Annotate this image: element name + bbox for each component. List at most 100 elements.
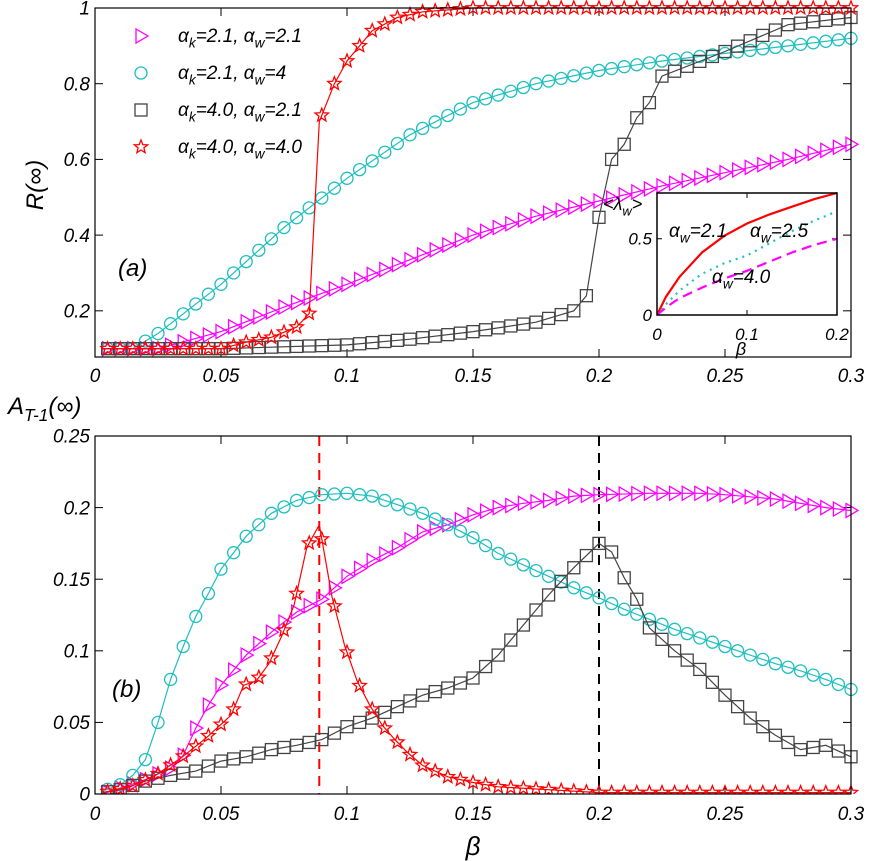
data-point: [442, 236, 457, 254]
series-line: [102, 523, 851, 794]
data-point: [819, 34, 833, 48]
data-point: [253, 308, 268, 326]
data-point: [820, 142, 835, 159]
plot-area: [657, 191, 838, 315]
series: [657, 210, 838, 315]
series: [100, 486, 858, 794]
series: [657, 237, 838, 315]
data-point: [466, 531, 480, 545]
data-point: [793, 664, 808, 678]
data-point: [327, 181, 342, 195]
data-point: [162, 756, 179, 773]
data-point: [719, 164, 734, 181]
data-point: [174, 747, 192, 764]
data-point: [817, 0, 835, 16]
data-point: [565, 782, 583, 794]
data-point: [807, 497, 822, 514]
inset-x-axis-label: β: [735, 339, 746, 359]
text-part: R(∞): [22, 160, 49, 210]
data-point: [806, 36, 820, 50]
data-point: [514, 0, 532, 16]
data-point: [615, 0, 633, 16]
data-point: [552, 0, 570, 16]
data-point: [300, 534, 318, 551]
data-point: [404, 531, 419, 548]
data-point: [502, 0, 520, 16]
data-point: [653, 783, 671, 794]
data-point: [845, 502, 859, 519]
data-point: [479, 503, 494, 520]
data-point: [604, 545, 619, 559]
data-point: [492, 219, 507, 236]
series-line: [657, 191, 838, 315]
data-point: [540, 780, 558, 794]
text-part: 0.6: [64, 150, 91, 171]
data-point: [353, 271, 368, 288]
data-point: [401, 745, 419, 762]
data-point: [253, 635, 268, 652]
x-tick-label: 0.2: [586, 366, 613, 387]
data-point: [703, 0, 721, 16]
data-point: [226, 266, 241, 280]
data-point: [568, 488, 583, 505]
series: [100, 536, 858, 794]
data-point: [491, 546, 505, 561]
data-point: [580, 195, 595, 213]
data-point: [666, 783, 683, 794]
data-point: [325, 74, 343, 91]
data-point: [390, 136, 405, 151]
data-point: [542, 205, 557, 222]
data-point: [250, 668, 268, 685]
data-point: [631, 183, 646, 201]
axes-box: [94, 435, 852, 795]
data-point: [390, 498, 405, 512]
data-point: [779, 0, 797, 16]
data-point: [237, 675, 255, 692]
data-point: [555, 202, 570, 219]
subscript: w: [761, 231, 772, 246]
data-point: [379, 261, 394, 278]
data-point: [416, 523, 431, 541]
data-point: [138, 334, 153, 348]
data-point: [781, 39, 795, 53]
data-point: [831, 33, 846, 47]
inset-annotation: αw​=4.0: [712, 267, 771, 292]
data-point: [454, 231, 469, 249]
data-point: [718, 639, 732, 654]
data-point: [99, 782, 116, 794]
data-point: [415, 121, 430, 136]
subscript: k: [189, 73, 197, 88]
data-point: [300, 304, 318, 321]
data-point: [138, 752, 153, 767]
subscript: k: [189, 147, 197, 162]
x-tick-label: 0.2: [586, 804, 613, 825]
x-tick-label: 0: [90, 804, 101, 825]
data-point: [516, 558, 531, 572]
text-part: =2.5: [771, 221, 809, 242]
data-point: [378, 145, 392, 159]
data-point: [754, 783, 772, 794]
data-point: [767, 783, 784, 794]
text-part: 0.1: [64, 641, 90, 662]
data-point: [200, 727, 217, 743]
data-point: [730, 644, 745, 658]
data-point: [766, 0, 784, 16]
data-point: [781, 735, 795, 750]
data-point: [263, 649, 280, 666]
data-point: [706, 485, 721, 503]
data-point: [604, 596, 619, 611]
data-point: [240, 313, 255, 330]
data-point: [227, 318, 242, 335]
data-point: [415, 506, 430, 520]
data-point: [554, 71, 568, 86]
data-point: [414, 3, 432, 19]
data-point: [730, 699, 745, 714]
y-tick-label: 0: [79, 785, 90, 806]
data-point: [363, 21, 381, 38]
legend-item: αk​=4.0, αw​=2.1: [134, 100, 302, 125]
data-point: [239, 254, 253, 269]
text-part: <λ: [603, 194, 622, 214]
text-part: α: [750, 221, 762, 242]
text-part: =2.1: [264, 26, 302, 47]
